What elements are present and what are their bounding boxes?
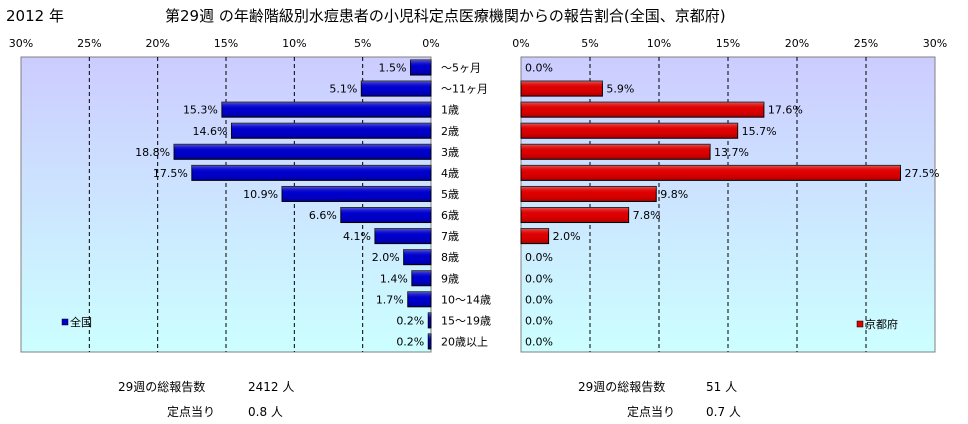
kyoto-tick-label: 0% <box>512 37 529 50</box>
national-legend-swatch <box>61 318 69 326</box>
kyoto-data-label: 9.8% <box>660 188 688 201</box>
national-tick-label: 20% <box>145 37 169 50</box>
national-bar-shade <box>174 144 432 160</box>
national-bar-shade <box>361 81 431 97</box>
kyoto-bar-shade <box>521 144 711 160</box>
kyoto-data-label: 5.9% <box>606 83 634 96</box>
national-per-site-value: 0.8 人 <box>248 405 283 419</box>
national-total-value: 2412 人 <box>248 380 295 394</box>
national-bar-shade <box>282 186 431 202</box>
kyoto-data-label: 0.0% <box>525 314 553 327</box>
national-bar-shade <box>428 312 431 328</box>
kyoto-data-label: 15.7% <box>742 125 777 138</box>
kyoto-tick-label: 15% <box>716 37 740 50</box>
kyoto-bar-shade <box>521 186 657 202</box>
category-label: 1歳 <box>441 104 459 117</box>
national-data-label: 4.1% <box>343 230 371 243</box>
kyoto-data-label: 0.0% <box>525 335 553 348</box>
category-label: ～5ヶ月 <box>441 62 481 75</box>
kyoto-data-label: 0.0% <box>525 62 553 75</box>
kyoto-data-label: 17.6% <box>768 104 803 117</box>
category-label: 5歳 <box>441 188 459 201</box>
national-data-label: 1.7% <box>376 293 404 306</box>
national-legend-label: 全国 <box>70 315 92 329</box>
category-label: 7歳 <box>441 230 459 243</box>
category-label: ～11ヶ月 <box>441 83 488 96</box>
chart-title: 第29週 の年齢階級別水痘患者の小児科定点医療機関からの報告割合(全国、京都府) <box>165 7 726 25</box>
category-label: 2歳 <box>441 125 459 138</box>
kyoto-legend-swatch <box>856 320 864 328</box>
kyoto-data-label: 13.7% <box>714 146 749 159</box>
kyoto-tick-label: 5% <box>581 37 598 50</box>
national-data-label: 2.0% <box>372 251 400 264</box>
national-tick-label: 10% <box>282 37 306 50</box>
category-label: 3歳 <box>441 146 459 159</box>
national-bar-shade <box>411 270 431 286</box>
national-bar-shade <box>403 249 431 265</box>
kyoto-total-value: 51 人 <box>706 380 738 394</box>
kyoto-legend-label: 京都府 <box>865 317 898 331</box>
national-bar-shade <box>340 207 431 223</box>
kyoto-tick-label: 25% <box>854 37 878 50</box>
category-label: 10～14歳 <box>441 293 491 306</box>
national-tick-label: 15% <box>214 37 238 50</box>
kyoto-bar-shade <box>521 207 629 223</box>
kyoto-data-label: 0.0% <box>525 293 553 306</box>
kyoto-tick-label: 10% <box>647 37 671 50</box>
national-bar-shade <box>191 165 431 181</box>
national-bar-shade <box>410 60 431 76</box>
kyoto-tick-label: 20% <box>785 37 809 50</box>
kyoto-bar-shade <box>521 102 764 118</box>
national-data-label: 1.4% <box>380 272 408 285</box>
national-data-label: 0.2% <box>396 314 424 327</box>
national-tick-label: 0% <box>422 37 439 50</box>
national-bar-shade <box>407 291 431 307</box>
kyoto-per-site-label: 定点当り <box>627 405 676 419</box>
national-data-label: 5.1% <box>329 83 357 96</box>
kyoto-data-label: 2.0% <box>553 230 581 243</box>
kyoto-bar-shade <box>521 165 901 181</box>
national-data-label: 17.5% <box>153 167 188 180</box>
kyoto-per-site-value: 0.7 人 <box>706 405 741 419</box>
national-bar-shade <box>428 333 431 349</box>
national-total-label: 29週の総報告数 <box>118 380 206 394</box>
national-tick-label: 30% <box>9 37 33 50</box>
year-label: 2012 年 <box>6 7 64 25</box>
national-data-label: 15.3% <box>183 104 218 117</box>
national-bar-shade <box>231 123 431 139</box>
national-data-label: 10.9% <box>243 188 278 201</box>
kyoto-data-label: 0.0% <box>525 251 553 264</box>
category-label: 4歳 <box>441 167 459 180</box>
kyoto-data-label: 27.5% <box>905 167 940 180</box>
kyoto-bar-shade <box>521 123 738 139</box>
kyoto-data-label: 0.0% <box>525 272 553 285</box>
kyoto-data-label: 7.8% <box>633 209 661 222</box>
category-label: 9歳 <box>441 272 459 285</box>
national-bar-shade <box>374 228 431 244</box>
national-data-label: 18.8% <box>135 146 170 159</box>
national-data-label: 14.6% <box>193 125 228 138</box>
category-label: 8歳 <box>441 251 459 264</box>
kyoto-total-label: 29週の総報告数 <box>578 380 666 394</box>
national-tick-label: 25% <box>77 37 101 50</box>
category-label: 6歳 <box>441 209 459 222</box>
national-data-label: 6.6% <box>309 209 337 222</box>
category-label: 15～19歳 <box>441 314 491 327</box>
national-data-label: 1.5% <box>379 62 407 75</box>
national-per-site-label: 定点当り <box>167 405 216 419</box>
kyoto-bar-shade <box>521 228 549 244</box>
kyoto-bar-shade <box>521 81 603 97</box>
national-tick-label: 5% <box>354 37 371 50</box>
kyoto-tick-label: 30% <box>923 37 947 50</box>
national-bar-shade <box>221 102 431 118</box>
category-label: 20歳以上 <box>441 335 488 348</box>
national-data-label: 0.2% <box>396 335 424 348</box>
